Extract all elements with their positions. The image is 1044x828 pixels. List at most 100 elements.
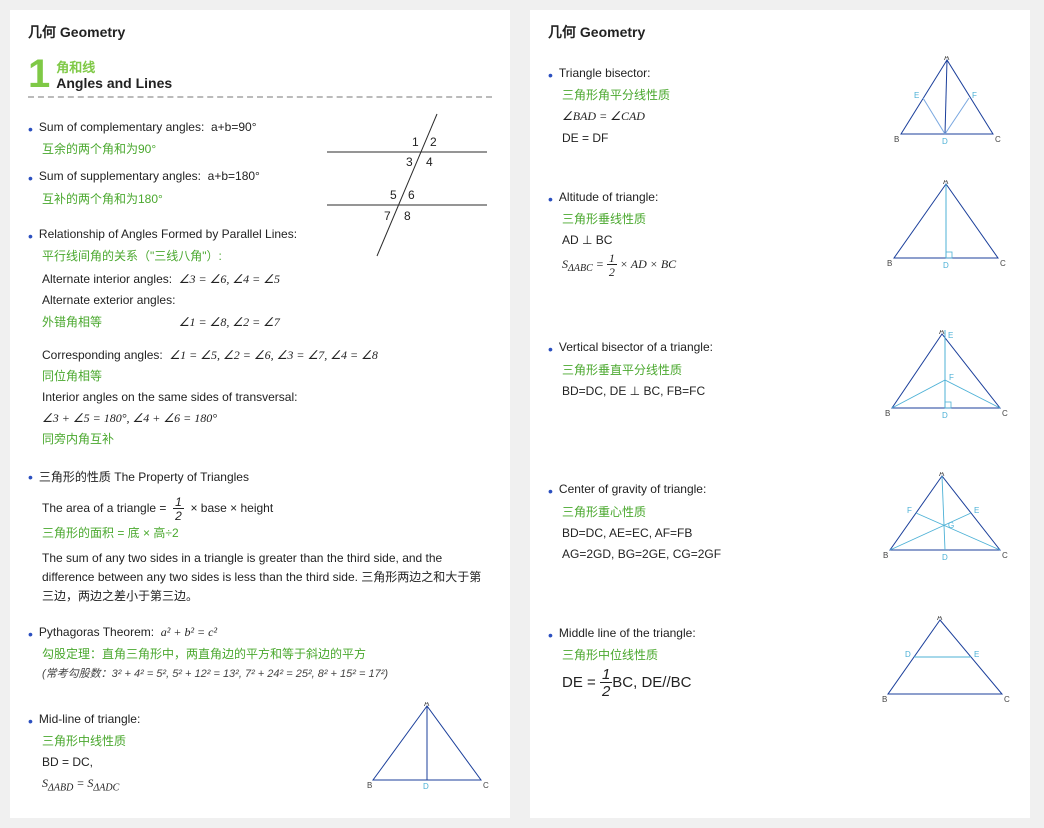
middleline-heading: Middle line of the triangle: <box>559 626 696 640</box>
bullet-icon: • <box>548 482 553 500</box>
triprop-heading: 三角形的性质 The Property of Triangles <box>39 468 249 485</box>
triprop-area-cn: 三角形的面积 = 底 × 高÷2 <box>42 524 492 543</box>
svg-text:D: D <box>942 553 948 562</box>
bullet-icon: • <box>28 625 33 643</box>
altitude-eq1: AD ⊥ BC <box>562 231 870 250</box>
bullet-icon: • <box>548 66 553 84</box>
pyth-cn: 勾股定理：直角三角形中，两直角边的平方和等于斜边的平方 <box>42 645 492 664</box>
page-title-right: 几何 Geometry <box>548 22 1012 42</box>
supp-eq: a+b=180° <box>208 169 260 183</box>
bullet-icon: • <box>28 120 33 138</box>
corr-cn: 同位角相等 <box>42 367 492 386</box>
angle-label-1: 1 <box>412 135 419 149</box>
bullet-icon: • <box>28 712 33 730</box>
centroid-diagram: A B C D E F G <box>882 472 1012 564</box>
svg-text:D: D <box>943 261 949 270</box>
svg-text:A: A <box>939 472 945 478</box>
svg-text:B: B <box>883 551 888 560</box>
bisector-heading: Triangle bisector: <box>559 66 651 80</box>
svg-text:E: E <box>914 91 919 100</box>
angle-label-2: 2 <box>430 135 437 149</box>
chapter-title-en: Angles and Lines <box>56 75 172 92</box>
svg-text:C: C <box>995 135 1001 144</box>
midline-heading: Mid-line of triangle: <box>39 712 140 726</box>
rel-cn: 平行线间角的关系（"三线八角"）: <box>42 247 310 266</box>
angle-label-7: 7 <box>384 209 391 223</box>
bisector-eq2: DE = DF <box>562 129 875 148</box>
intsame-eq: ∠3 + ∠5 = 180°, ∠4 + ∠6 = 180° <box>42 409 492 428</box>
vbisector-cn: 三角形垂直平分线性质 <box>562 361 870 380</box>
svg-text:C: C <box>1004 695 1010 704</box>
left-page: 几何 Geometry 1 角和线 Angles and Lines • Sum… <box>10 10 510 818</box>
page-title-left: 几何 Geometry <box>28 22 492 42</box>
svg-text:C: C <box>1002 551 1008 560</box>
comp-label: Sum of complementary angles: <box>39 120 204 134</box>
supp-label: Sum of supplementary angles: <box>39 169 201 183</box>
altitude-eq2: SΔABC = 12 × AD × BC <box>562 252 870 278</box>
svg-text:B: B <box>887 259 892 268</box>
centroid-heading: Center of gravity of triangle: <box>559 482 706 496</box>
alt-int: Alternate interior angles: ∠3 = ∠6, ∠4 =… <box>42 270 492 289</box>
middleline-eq: DE = 12BC, DE//BC <box>562 667 870 699</box>
bullet-icon: • <box>548 190 553 208</box>
svg-text:D: D <box>942 411 948 420</box>
triprop-sum: The sum of any two sides in a triangle i… <box>42 549 492 607</box>
centroid-eq2: AG=2GD, BG=2GE, CG=2GF <box>562 545 870 564</box>
angle-label-4: 4 <box>426 155 433 169</box>
bisector-eq1: ∠BAD = ∠CAD <box>562 107 875 126</box>
chapter-title-cn: 角和线 <box>56 60 172 76</box>
bisector-diagram: A B C D E F <box>887 56 1012 148</box>
svg-text:E: E <box>974 650 979 659</box>
svg-text:B: B <box>885 409 890 418</box>
vbisector-eq: BD=DC, DE ⊥ BC, FB=FC <box>562 382 870 401</box>
chapter-titles: 角和线 Angles and Lines <box>56 60 172 92</box>
centroid-cn: 三角形重心性质 <box>562 503 870 522</box>
svg-text:C: C <box>483 781 489 790</box>
midline-eq2: SΔABD = SΔADC <box>42 774 355 796</box>
alt-ext-label: Alternate exterior angles: <box>42 291 492 310</box>
comp-cn: 互余的两个角和为90° <box>42 140 310 159</box>
svg-text:E: E <box>948 331 953 340</box>
midline-eq1: BD = DC, <box>42 753 355 772</box>
altitude-heading: Altitude of triangle: <box>559 190 658 204</box>
comp-eq: a+b=90° <box>211 120 257 134</box>
midline-cn: 三角形中线性质 <box>42 732 355 751</box>
supp-cn: 互补的两个角和为180° <box>42 190 310 209</box>
svg-text:F: F <box>972 91 977 100</box>
svg-text:A: A <box>937 616 943 622</box>
right-page: 几何 Geometry • Triangle bisector: 三角形角平分线… <box>530 10 1030 818</box>
bisector-cn: 三角形角平分线性质 <box>562 86 875 105</box>
bullet-icon: • <box>28 468 33 486</box>
svg-text:A: A <box>939 330 945 336</box>
vbisector-diagram: A E B C D F <box>882 330 1012 422</box>
svg-text:C: C <box>1000 259 1006 268</box>
triprop-area: The area of a triangle = 12 × base × hei… <box>42 496 492 522</box>
altitude-diagram: A B C D <box>882 180 1012 272</box>
bullet-icon: • <box>548 340 553 358</box>
chapter-number: 1 <box>28 56 50 92</box>
corr-row: Corresponding angles: ∠1 = ∠5, ∠2 = ∠6, … <box>42 346 492 365</box>
svg-text:F: F <box>949 373 954 382</box>
svg-text:E: E <box>974 506 979 515</box>
angle-label-6: 6 <box>408 188 415 202</box>
midline-triangle-diagram: A B D C <box>367 702 492 790</box>
svg-text:C: C <box>1002 409 1008 418</box>
intsame-cn: 同旁内角互补 <box>42 430 492 449</box>
svg-text:A: A <box>943 180 949 186</box>
pyth-note: (常考勾股数：3² + 4² = 5², 5² + 12² = 13², 7² … <box>42 666 492 684</box>
bullet-icon: • <box>28 169 33 187</box>
rel-heading: Relationship of Angles Formed by Paralle… <box>39 227 297 241</box>
bullet-icon: • <box>548 626 553 644</box>
svg-text:D: D <box>942 137 948 146</box>
parallel-lines-diagram: 1 2 3 4 5 6 7 8 <box>322 110 492 260</box>
angles-section: • Sum of complementary angles: a+b=90° 互… <box>28 110 492 268</box>
pyth-heading: Pythagoras Theorem: a² + b² = c² <box>39 625 217 640</box>
svg-text:A: A <box>424 702 430 708</box>
svg-text:B: B <box>894 135 899 144</box>
centroid-eq1: BD=DC, AE=EC, AF=FB <box>562 524 870 543</box>
svg-text:B: B <box>367 781 372 790</box>
svg-text:G: G <box>948 521 954 530</box>
altitude-cn: 三角形垂线性质 <box>562 210 870 229</box>
chapter-header: 1 角和线 Angles and Lines <box>28 56 492 98</box>
intsame-label: Interior angles on the same sides of tra… <box>42 388 492 407</box>
